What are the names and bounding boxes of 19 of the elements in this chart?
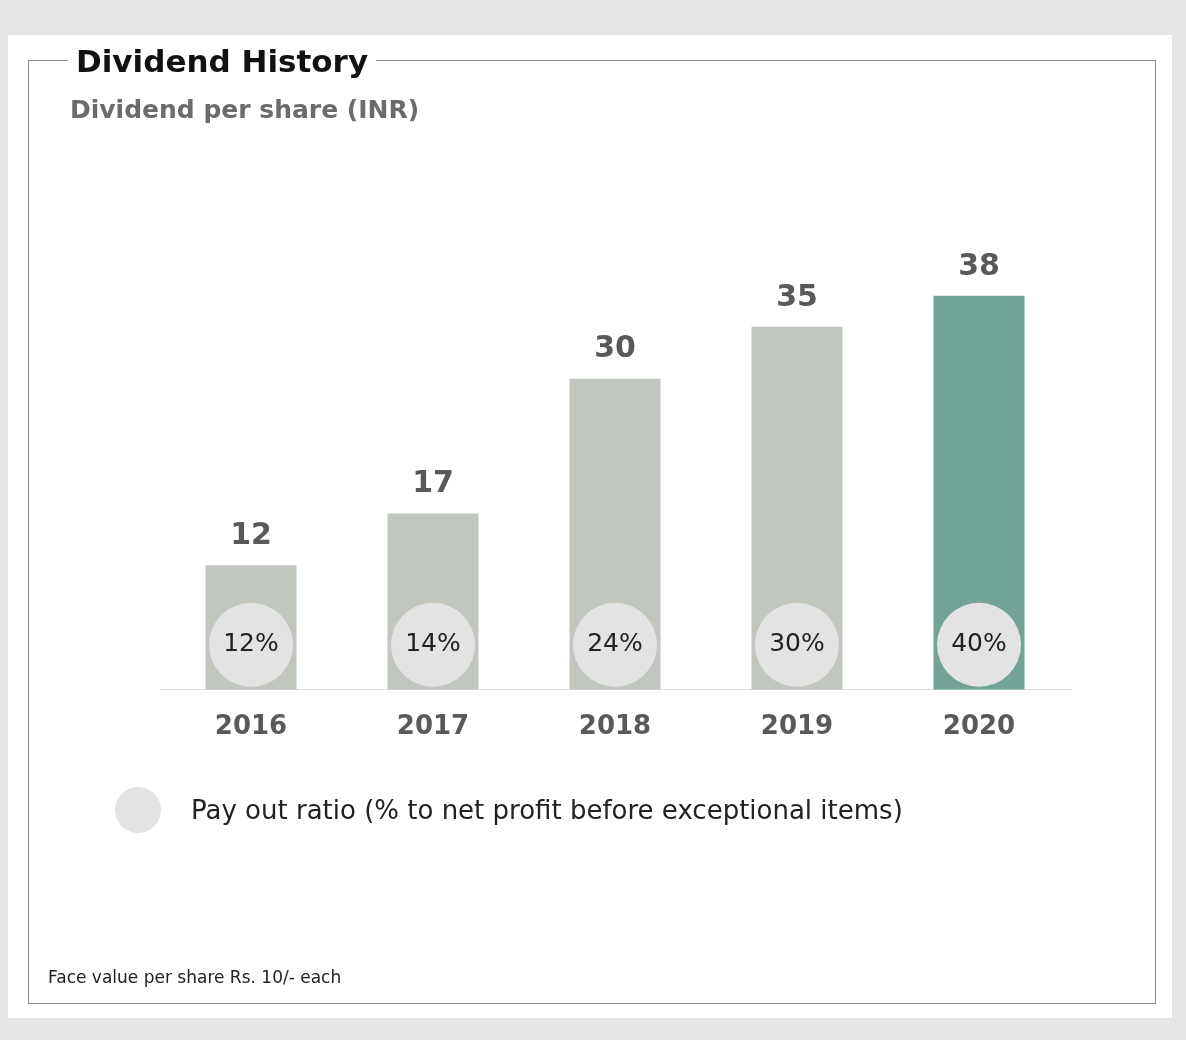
data-label: 38 — [958, 246, 1000, 282]
data-label: 30 — [594, 329, 636, 365]
text: Pay out ratio (% to net profit before exceptional items) — [191, 795, 903, 825]
annotation: 40% — [951, 628, 1007, 658]
annotation: 12% — [223, 628, 279, 658]
chart-subtitle: Dividend per share (INR) — [70, 95, 420, 124]
x-tick-label: 2016 — [214, 710, 288, 741]
data-label: 12 — [230, 516, 272, 552]
annotation: 30% — [769, 628, 825, 658]
annotation: 14% — [405, 628, 461, 658]
chart-title: Dividend History — [68, 43, 377, 79]
annotation: 24% — [587, 628, 643, 658]
text: Face value per share Rs. 10/- each — [48, 967, 342, 987]
data-label: 35 — [776, 277, 818, 313]
x-tick-label: 2019 — [760, 710, 834, 741]
x-tick-label: 2020 — [942, 710, 1016, 741]
x-tick-label: 2017 — [396, 710, 470, 741]
data-label: 17 — [412, 464, 454, 500]
x-tick-label: 2018 — [578, 710, 652, 741]
